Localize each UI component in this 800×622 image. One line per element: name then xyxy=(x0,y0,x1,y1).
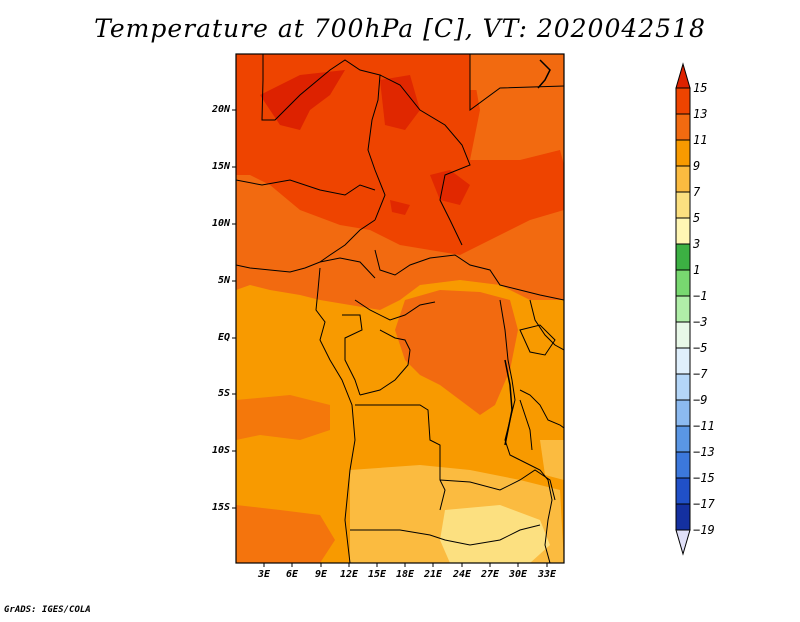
colorbar-swatch xyxy=(675,191,691,219)
lake-malawi xyxy=(519,399,533,451)
colorbar-swatch xyxy=(675,321,691,349)
border-gabon xyxy=(342,314,363,396)
colorbar-label: 7 xyxy=(693,185,701,199)
field-15plus-core2 xyxy=(380,75,420,130)
lat-label: EQ xyxy=(217,332,230,343)
lon-label: 30E xyxy=(508,569,528,580)
colorbar-label: 13 xyxy=(693,107,708,121)
colorbar-top-arrow xyxy=(675,62,691,89)
lon-label: 27E xyxy=(480,569,500,580)
colorbar-label: −3 xyxy=(693,315,708,329)
colorbar-swatch xyxy=(675,295,691,323)
lat-label: 10N xyxy=(211,218,230,229)
lake-tanganyika xyxy=(504,359,513,446)
red-sea-coast xyxy=(537,59,551,89)
country-borders xyxy=(236,54,564,563)
colorbar-label: −13 xyxy=(693,445,715,459)
field-11to13-congo xyxy=(395,290,518,415)
lon-label: 21E xyxy=(423,569,443,580)
lon-label: 6E xyxy=(285,569,299,580)
field-7to9-east xyxy=(540,440,564,480)
temperature-field xyxy=(236,54,564,563)
atlantic-coast xyxy=(315,267,356,563)
field-13to15-sahel xyxy=(236,54,564,255)
colorbar-swatch xyxy=(675,503,691,531)
lake-victoria xyxy=(519,324,556,356)
border-tanzania xyxy=(519,389,564,429)
colorbar-swatch xyxy=(675,477,691,505)
border-congo-drc xyxy=(359,329,411,396)
colorbar-swatch xyxy=(675,451,691,479)
field-11to13-northeast xyxy=(470,54,564,90)
colorbar-swatch xyxy=(675,269,691,297)
colorbar-label: −9 xyxy=(693,393,708,407)
field-15plus-core3 xyxy=(430,170,470,205)
colorbar-label: −7 xyxy=(693,367,708,381)
lat-label: 10S xyxy=(211,445,230,456)
colorbar-swatch xyxy=(675,373,691,401)
border-car-drc xyxy=(374,249,564,301)
colorbar-label: 3 xyxy=(693,237,701,251)
colorbar-label: 11 xyxy=(693,133,708,147)
colorbar-label: −5 xyxy=(693,341,708,355)
lon-label: 9E xyxy=(314,569,328,580)
colorbar-swatch xyxy=(675,113,691,141)
lon-label: 33E xyxy=(537,569,557,580)
colorbar-label: 15 xyxy=(693,81,708,95)
border-namibia-botswana xyxy=(350,524,541,546)
credit-text: GrADS: IGES/COLA xyxy=(4,605,91,615)
border-malawi-moz xyxy=(519,459,553,563)
border-chad-sudan xyxy=(379,74,471,246)
colorbar-label: −11 xyxy=(693,419,715,433)
colorbar-label: −1 xyxy=(693,289,708,303)
field-11to13-coast xyxy=(236,395,330,440)
colorbar-swatch xyxy=(675,139,691,167)
colorbar-swatch xyxy=(675,425,691,453)
lon-label: 18E xyxy=(395,569,415,580)
colorbar-swatch xyxy=(675,243,691,271)
colorbar-swatch xyxy=(675,217,691,245)
colorbar-label: 9 xyxy=(693,159,701,173)
border-east-rift xyxy=(499,299,521,461)
lon-label: 15E xyxy=(367,569,387,580)
colorbar-swatch xyxy=(675,87,691,115)
lat-ticks xyxy=(232,109,236,509)
field-15plus-core1 xyxy=(260,70,345,130)
colorbar-swatch xyxy=(675,347,691,375)
border-nigeria-cameroon xyxy=(319,219,376,263)
border-congo xyxy=(354,299,436,321)
colorbar-bottom-arrow xyxy=(675,529,691,556)
colorbar xyxy=(675,62,691,556)
border-sahel xyxy=(236,179,376,196)
lat-label: 15S xyxy=(211,502,230,513)
field-15plus-core4 xyxy=(390,200,410,215)
field-11to13-southwest xyxy=(236,505,335,563)
colorbar-swatch xyxy=(675,165,691,193)
colorbar-swatch xyxy=(675,399,691,427)
colorbar-label: 1 xyxy=(693,263,701,277)
lon-label: 12E xyxy=(339,569,359,580)
border-zambia xyxy=(439,469,556,501)
colorbar-label: −15 xyxy=(693,471,715,485)
border-angola xyxy=(355,404,446,511)
lat-label: 5N xyxy=(217,275,230,286)
lat-label: 5S xyxy=(217,388,230,399)
map-title: Temperature at 700hPa [C], VT: 202004251… xyxy=(94,14,706,43)
border-egypt-libya xyxy=(469,54,564,111)
field-5to7-south xyxy=(440,505,550,563)
west-africa-coast xyxy=(236,257,376,279)
colorbar-label: 5 xyxy=(693,211,701,225)
lat-label: 15N xyxy=(211,161,230,172)
border-niger-chad xyxy=(261,54,386,221)
lon-label: 24E xyxy=(452,569,472,580)
border-uganda-kenya xyxy=(529,299,564,351)
lon-label: 3E xyxy=(257,569,271,580)
map-frame xyxy=(235,53,565,564)
colorbar-label: −19 xyxy=(693,523,715,537)
colorbar-label: −17 xyxy=(693,497,715,511)
lon-ticks xyxy=(263,563,548,567)
lat-label: 20N xyxy=(211,104,230,115)
